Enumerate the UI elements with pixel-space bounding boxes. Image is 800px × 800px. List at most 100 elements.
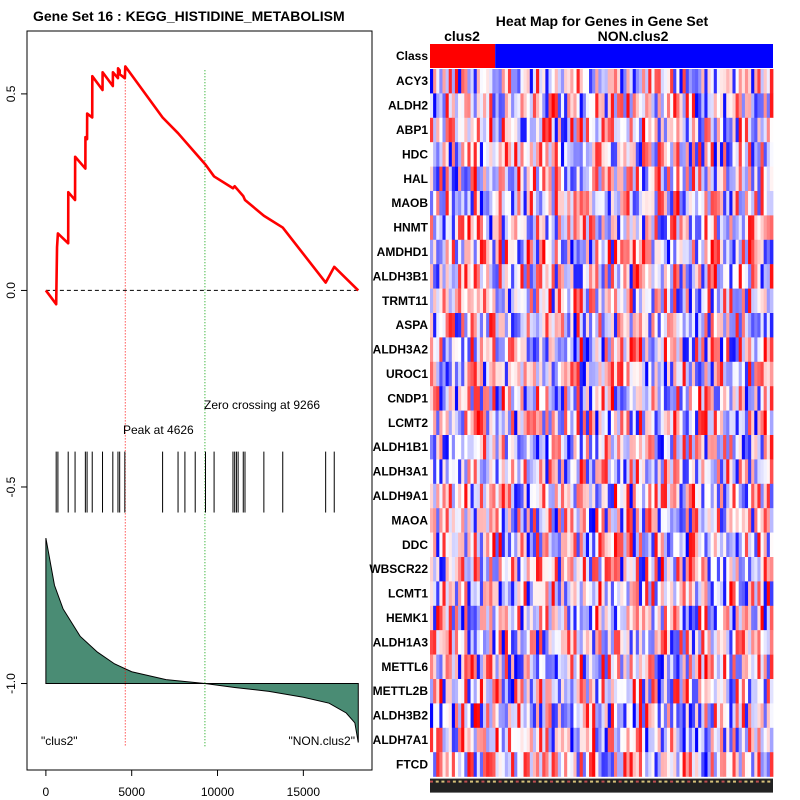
heatmap-cell (698, 410, 702, 436)
heatmap-cell (542, 337, 546, 362)
heatmap-cell (629, 557, 634, 582)
heatmap-cell (744, 239, 749, 265)
heatmap-cell (433, 117, 437, 143)
heatmap-cell (564, 557, 568, 582)
heatmap-cell (461, 483, 465, 509)
gene-row-label: LCMT1 (388, 587, 428, 601)
heatmap-cell (657, 264, 662, 289)
heatmap-cell (483, 191, 487, 216)
class-bar-clus2 (430, 44, 496, 68)
heatmap-cell (651, 361, 655, 387)
heatmap-cell (732, 142, 736, 167)
heatmap-cell (601, 727, 606, 753)
heatmap-cell (688, 239, 693, 265)
heatmap-cell (701, 508, 705, 533)
heatmap-cell (520, 508, 524, 533)
heatmap-cell (666, 508, 671, 533)
heatmap-cell (666, 605, 671, 631)
heatmap-cell (604, 93, 609, 118)
heatmap-cell (526, 532, 531, 558)
heatmap-cell (545, 459, 549, 484)
heatmap-cell (626, 69, 630, 94)
heatmap-cell (532, 239, 537, 265)
heatmap-cell (638, 557, 643, 582)
heatmap-cell (623, 410, 627, 436)
heatmap-cell (654, 313, 659, 338)
heatmap-cell (629, 264, 634, 289)
heatmap-cell (657, 679, 662, 704)
heatmap-cell (442, 435, 446, 460)
heatmap-cell (610, 532, 615, 558)
heatmap-cell (564, 727, 568, 753)
heatmap-cell (663, 313, 668, 338)
heatmap-cell (560, 93, 565, 118)
heatmap-cell (439, 313, 443, 338)
heatmap-cell (738, 142, 743, 167)
heatmap-cell (479, 703, 484, 728)
heatmap-cell (592, 605, 596, 631)
heatmap-cell (604, 654, 609, 680)
heatmap-cell (598, 679, 602, 704)
heatmap-cell (560, 654, 565, 680)
heatmap-cell (638, 361, 643, 387)
heatmap-cell (532, 483, 537, 509)
heatmap-cell (666, 679, 671, 704)
heatmap-cell (604, 361, 609, 387)
heatmap-cell (698, 508, 702, 533)
heatmap-cell (539, 703, 543, 728)
heatmap-cell (458, 337, 462, 362)
heatmap-cell (645, 313, 649, 338)
heatmap-cell (467, 142, 471, 167)
heatmap-cell (517, 435, 521, 460)
heatmap-cell (701, 703, 705, 728)
heatmap-cell (579, 410, 584, 436)
heatmap-cell (517, 459, 521, 484)
heatmap-cell (676, 435, 680, 460)
heatmap-cell (529, 557, 534, 582)
heatmap-cell (439, 557, 443, 582)
heatmap-cell (564, 361, 568, 387)
heatmap-cell (442, 752, 446, 777)
heatmap-cell (685, 313, 690, 338)
heatmap-cell (710, 239, 715, 265)
heatmap-cell (666, 727, 671, 753)
heatmap-cell (461, 313, 465, 338)
heatmap-footer-mark (681, 780, 685, 783)
heatmap-cell (642, 727, 646, 753)
heatmap-cell (735, 93, 740, 118)
heatmap-cell (514, 288, 518, 314)
heatmap-cell (557, 508, 562, 533)
heatmap-cell (529, 727, 534, 753)
heatmap-cell (638, 679, 643, 704)
heatmap-cell (735, 605, 740, 631)
heatmap-cell (638, 581, 643, 606)
heatmap-cell (451, 93, 456, 118)
heatmap-cell (688, 532, 693, 558)
heatmap-cell (635, 117, 640, 143)
heatmap-cell (666, 557, 671, 582)
heatmap-cell (433, 654, 437, 680)
heatmap-cell (626, 166, 630, 192)
heatmap-cell (504, 605, 509, 631)
heatmap-cell (492, 654, 496, 680)
heatmap-cell (723, 483, 727, 509)
heatmap-cell (520, 166, 524, 192)
heatmap-cell (648, 410, 652, 436)
heatmap-cell (607, 264, 612, 289)
heatmap-footer-mark (687, 780, 691, 783)
heatmap-cell (741, 532, 746, 558)
heatmap-cell (532, 288, 537, 314)
heatmap-cell (442, 264, 446, 289)
class-row-label: Class (396, 49, 428, 63)
heatmap-cell (517, 166, 521, 192)
heatmap-cell (448, 410, 453, 436)
heatmap-cell (719, 69, 724, 94)
heatmap-cell (439, 166, 443, 192)
heatmap-cell (473, 337, 478, 362)
heatmap-cell (710, 337, 715, 362)
heatmap-cell (688, 508, 693, 533)
heatmap-cell (501, 630, 506, 655)
heatmap-cell (433, 581, 437, 606)
gene-row-label: HDC (402, 147, 428, 161)
heatmap-cell (598, 215, 602, 240)
